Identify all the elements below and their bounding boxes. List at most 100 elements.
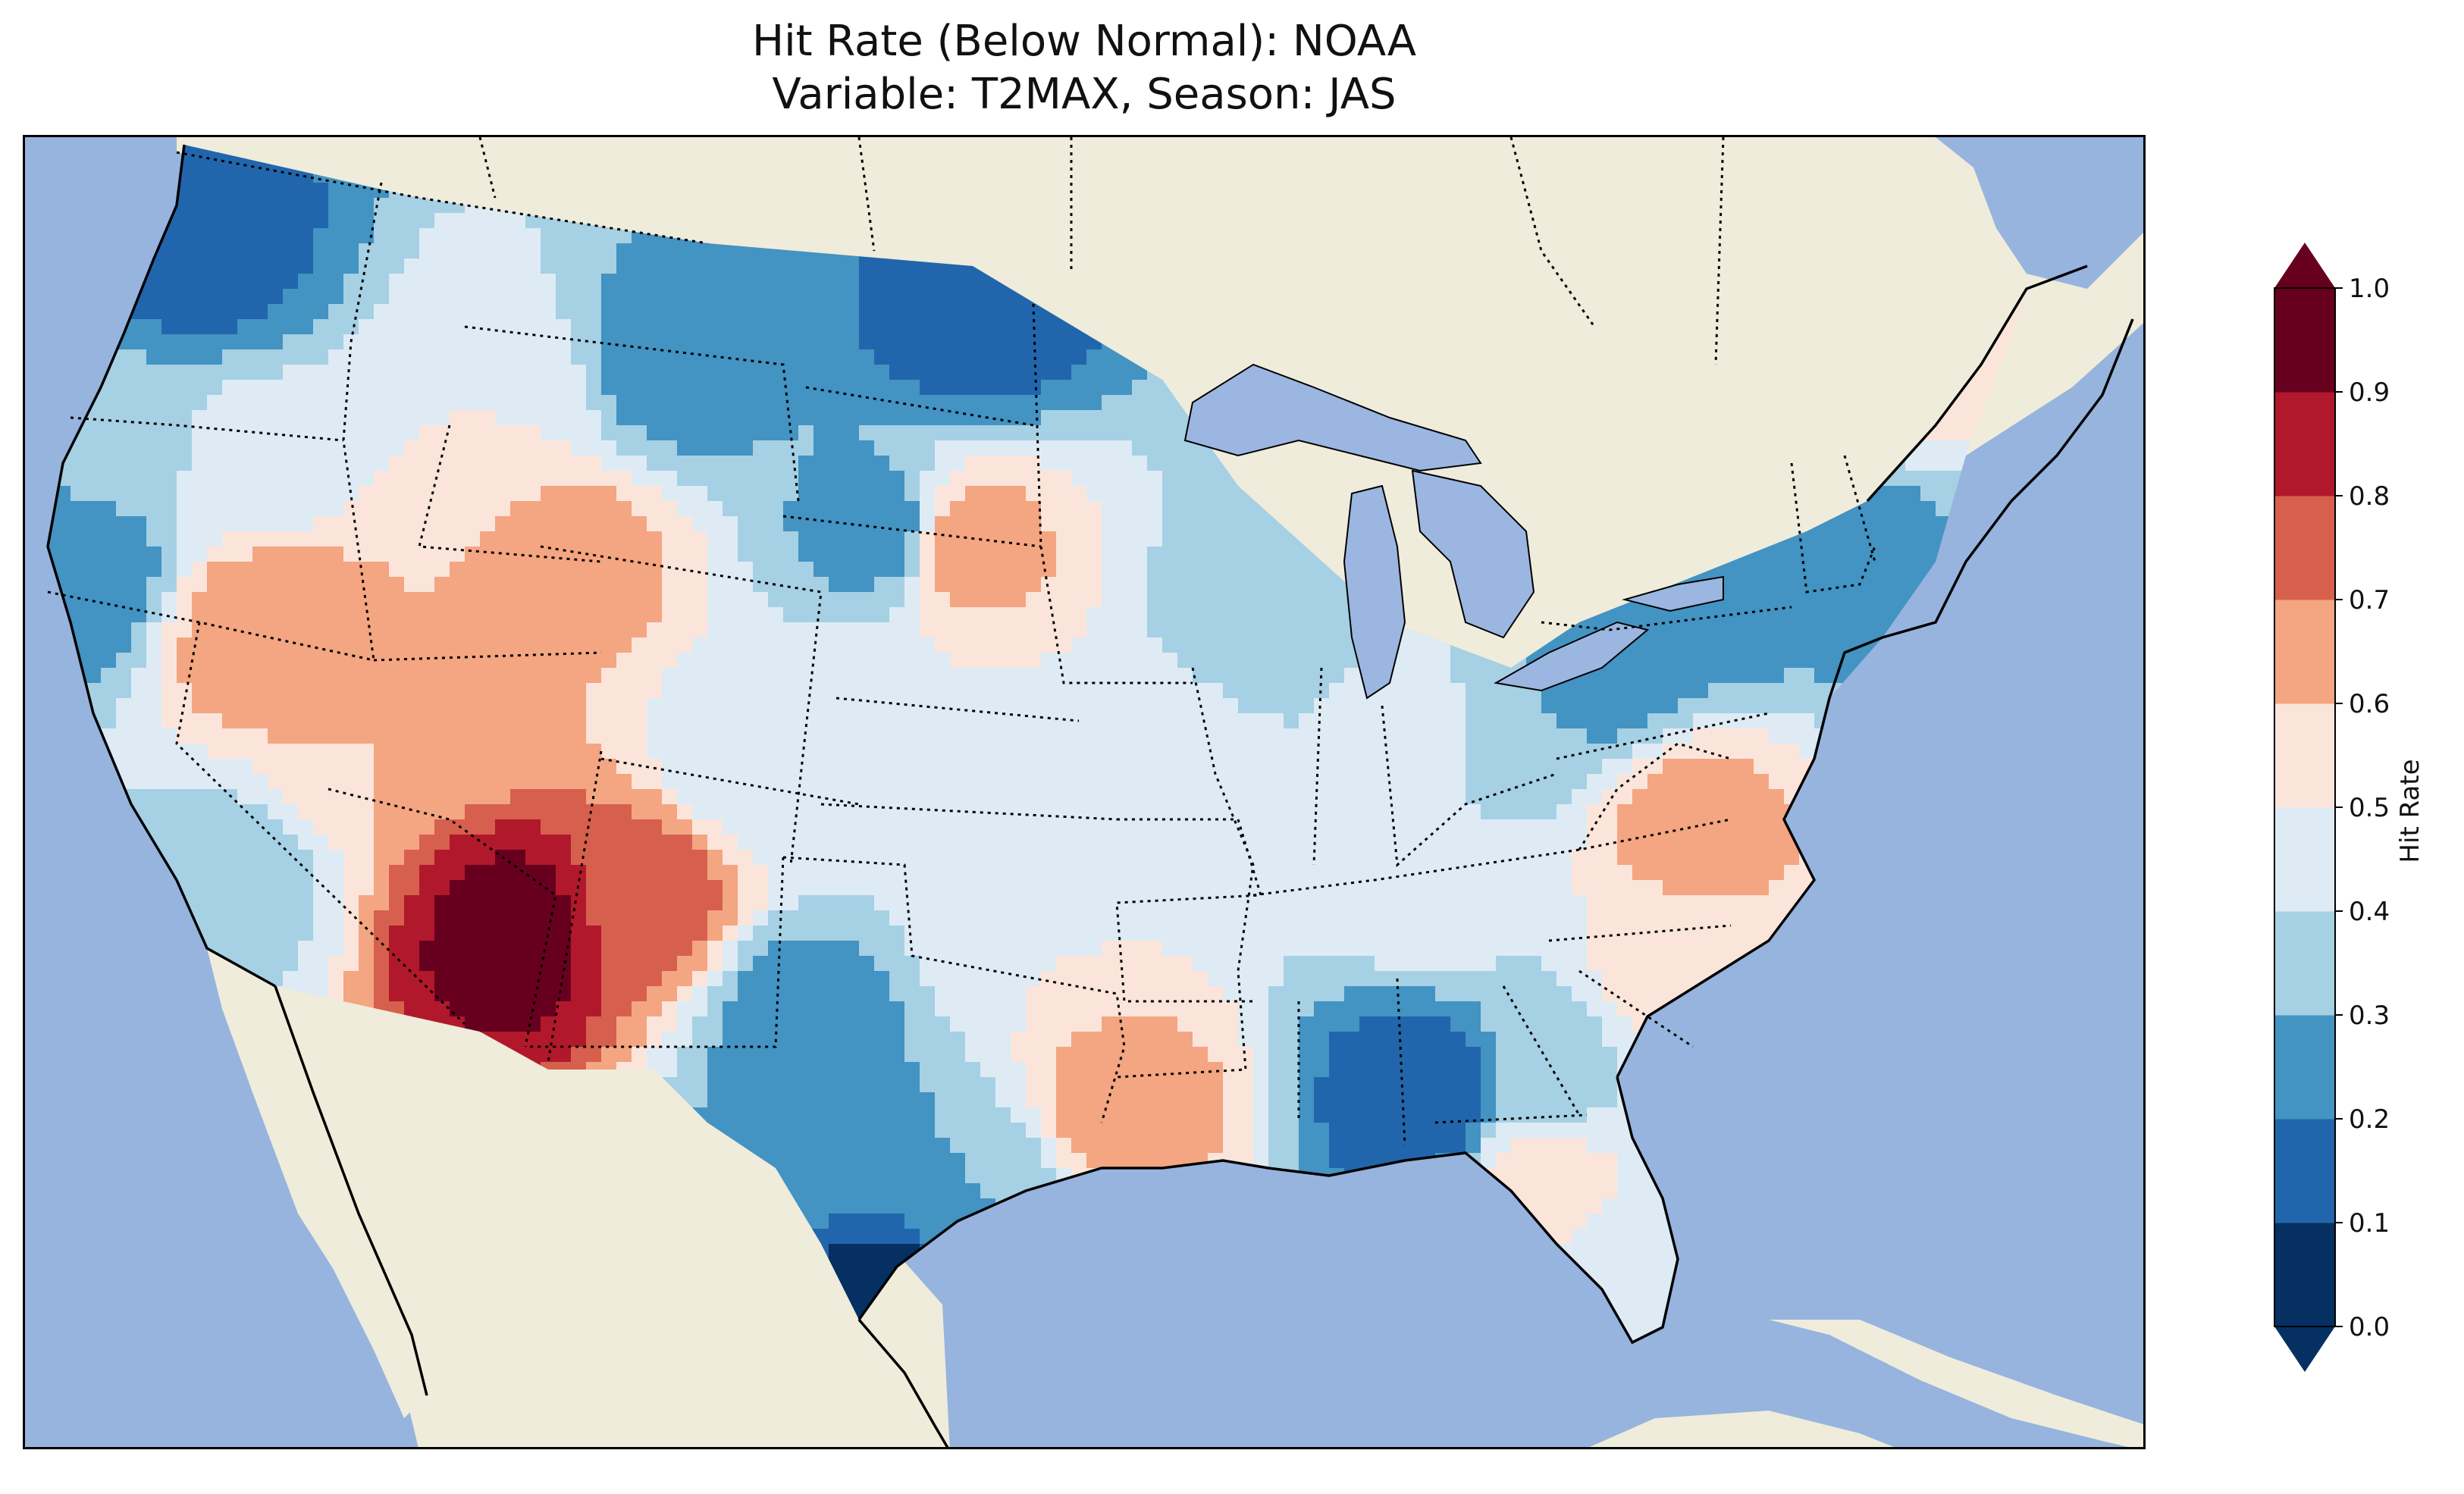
heatmap-cell	[1193, 486, 1208, 502]
heatmap-cell	[586, 410, 602, 426]
heatmap-cell	[920, 380, 936, 396]
heatmap-cell	[1253, 637, 1269, 653]
heatmap-cell	[707, 274, 723, 290]
heatmap-cell	[707, 592, 723, 608]
heatmap-cell	[1193, 531, 1208, 547]
heatmap-cell	[950, 410, 966, 426]
heatmap-cell	[677, 622, 693, 638]
heatmap-cell	[768, 577, 784, 593]
heatmap-cell	[541, 440, 556, 456]
heatmap-cell	[525, 380, 541, 396]
heatmap-cell	[298, 637, 314, 653]
heatmap-cell	[1951, 440, 1967, 456]
heatmap-cell	[161, 668, 177, 684]
heatmap-cell	[556, 622, 572, 638]
heatmap-cell	[146, 304, 162, 320]
heatmap-cell	[207, 349, 223, 365]
heatmap-cell	[298, 440, 314, 456]
heatmap-cell	[874, 380, 890, 396]
heatmap-cell	[889, 334, 905, 350]
heatmap-cell	[1860, 562, 1876, 578]
heatmap-cell	[738, 547, 754, 562]
heatmap-cell	[1102, 501, 1118, 517]
heatmap-cell	[510, 637, 526, 653]
heatmap-cell	[480, 622, 496, 638]
heatmap-cell	[707, 531, 723, 547]
heatmap-cell	[1011, 365, 1027, 381]
heatmap-cell	[1041, 410, 1057, 426]
heatmap-cell	[1284, 562, 1299, 578]
heatmap-cell	[556, 486, 572, 502]
heatmap-cell	[904, 456, 920, 471]
heatmap-cell	[874, 622, 890, 638]
heatmap-cell	[798, 531, 814, 547]
heatmap-cell	[935, 380, 951, 396]
heatmap-cell	[343, 228, 359, 244]
heatmap-cell	[556, 425, 572, 441]
heatmap-cell	[632, 592, 647, 608]
heatmap-cell	[237, 258, 253, 274]
heatmap-cell	[1102, 440, 1118, 456]
heatmap-cell	[723, 653, 738, 669]
heatmap-cell	[480, 425, 496, 441]
heatmap-cell	[920, 349, 936, 365]
heatmap-cell	[1905, 456, 1921, 471]
heatmap-cell	[813, 334, 829, 350]
heatmap-cell	[1860, 592, 1876, 608]
heatmap-cell	[965, 410, 981, 426]
heatmap-cell	[783, 622, 799, 638]
heatmap-cell	[798, 653, 814, 669]
heatmap-cell	[995, 562, 1011, 578]
heatmap-cell	[116, 410, 132, 426]
heatmap-cell	[268, 440, 284, 456]
heatmap-cell	[965, 319, 981, 335]
heatmap-cell	[556, 334, 572, 350]
heatmap-cell	[571, 637, 587, 653]
heatmap-cell	[389, 319, 405, 335]
heatmap-cell	[768, 304, 784, 320]
heatmap-cell	[404, 456, 420, 471]
heatmap-cell	[86, 607, 102, 623]
heatmap-cell	[844, 258, 860, 274]
heatmap-cell	[586, 380, 602, 396]
heatmap-cell	[874, 683, 890, 699]
heatmap-cell	[192, 410, 208, 426]
heatmap-cell	[1026, 365, 1042, 381]
heatmap-cell	[146, 440, 162, 456]
heatmap-cell	[1162, 531, 1178, 547]
heatmap-cell	[1056, 562, 1072, 578]
heatmap-cell	[343, 258, 359, 274]
heatmap-cell	[450, 380, 466, 396]
heatmap-cell	[116, 501, 132, 517]
heatmap-cell	[389, 243, 405, 259]
heatmap-cell	[207, 395, 223, 411]
heatmap-cell	[207, 410, 223, 426]
heatmap-cell	[995, 456, 1011, 471]
heatmap-cell	[601, 592, 617, 608]
heatmap-cell	[465, 213, 481, 229]
heatmap-cell	[874, 637, 890, 653]
heatmap-cell	[935, 304, 951, 320]
heatmap-cell	[207, 653, 223, 669]
heatmap-cell	[359, 440, 375, 456]
heatmap-cell	[313, 486, 329, 502]
heatmap-cell	[1177, 653, 1193, 669]
heatmap-cell	[965, 698, 981, 714]
heatmap-cell	[753, 274, 769, 290]
heatmap-cell	[525, 622, 541, 638]
heatmap-cell	[1329, 607, 1345, 623]
heatmap-cell	[374, 486, 390, 502]
heatmap-cell	[1268, 622, 1284, 638]
heatmap-cell	[101, 668, 117, 684]
heatmap-cell	[237, 349, 253, 365]
heatmap-cell	[177, 607, 193, 623]
heatmap-cell	[1223, 592, 1239, 608]
heatmap-cell	[283, 258, 299, 274]
heatmap-cell	[328, 304, 344, 320]
heatmap-cell	[965, 577, 981, 593]
heatmap-cell	[404, 410, 420, 426]
heatmap-cell	[1011, 668, 1027, 684]
heatmap-cell	[844, 425, 860, 441]
heatmap-cell	[343, 395, 359, 411]
heatmap-cell	[1738, 668, 1754, 684]
